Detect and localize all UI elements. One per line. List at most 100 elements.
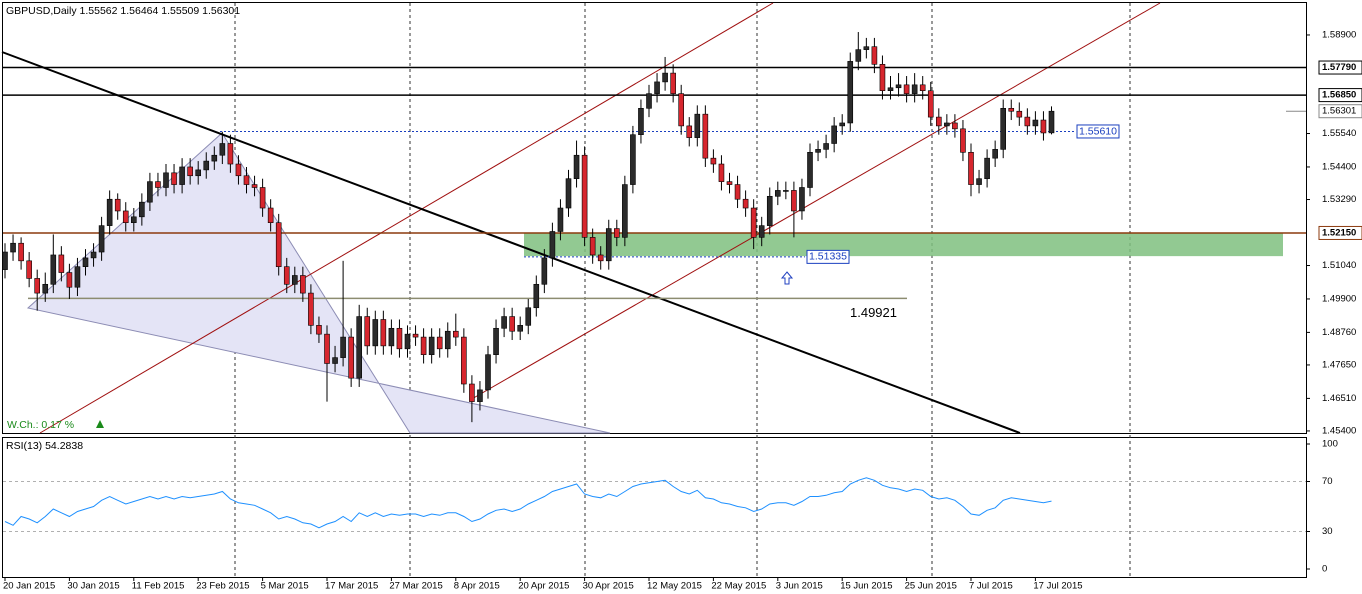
candle-body [622,184,628,238]
candle-body [452,330,459,338]
candle-body [1048,110,1055,134]
candle-body [927,90,934,118]
x-tick-label: 5 Mar 2015 [261,581,309,592]
y-tick-label: 1.47650 [1322,359,1356,370]
rsi-line [4,477,1052,529]
candle-body [831,125,837,144]
candle-body [1024,116,1031,127]
price-line-box [1076,124,1120,139]
candle-body [58,254,65,273]
candle-body [935,116,942,127]
level-label: 1.56850 [1322,90,1356,101]
candle-body [589,237,596,256]
candle-body [163,172,169,188]
candle-body [428,336,435,355]
candle-body [847,61,854,124]
candle-body [525,307,532,326]
candle-body [646,93,652,109]
y-tick-label: 1.54400 [1322,161,1356,172]
supply-demand-zone [524,232,1283,257]
x-tick-label: 27 Mar 2015 [389,581,442,592]
candle-body [549,231,556,259]
candle-body [485,354,491,391]
rsi-tick-label: 70 [1322,476,1333,487]
candle-body [300,275,306,294]
candle-body [348,336,354,379]
candle-body [597,254,604,262]
x-tick-label: 22 May 2015 [711,581,766,592]
candle-body [267,207,274,223]
candle-body [18,242,24,262]
trendline [1,51,1021,434]
candle-body [960,128,966,153]
candle-body [98,225,105,253]
x-tick-label: 23 Feb 2015 [196,581,249,592]
candle-body [259,187,266,209]
x-tick-label: 15 Jun 2015 [840,581,892,592]
candle-body [742,198,749,209]
y-tick-label: 1.45400 [1322,425,1356,436]
candle-body [316,325,322,335]
x-tick-label: 17 Mar 2015 [325,581,378,592]
rsi-tick-label: 0 [1322,564,1327,575]
candle-body [356,316,363,379]
candle-body [243,175,250,185]
candle-body [66,272,73,288]
candle-body [791,190,797,212]
candle-body [469,383,475,402]
candle-body [702,113,709,159]
candle-body [10,242,16,253]
candle-body [436,336,443,350]
current-price-label: 1.56301 [1322,106,1356,117]
candle-body [324,333,330,364]
triangle-pattern [26,132,611,434]
level-label-box [1318,225,1362,240]
candle-body [654,81,660,94]
candle-body [944,122,950,127]
level-label-box [1318,88,1362,103]
candle-body [662,72,668,83]
price-panel [2,2,1307,434]
candle-body [493,327,499,355]
x-tick-label: 3 Jun 2015 [776,581,823,592]
candle-body [171,172,177,185]
candle-body [308,292,314,326]
x-tick-label: 30 Jan 2015 [67,581,119,592]
candle-body [984,157,990,179]
candle-body [911,84,918,94]
candle-body [783,190,789,192]
candle-body [82,257,89,267]
x-tick-label: 11 Feb 2015 [132,581,185,592]
candle-body [766,195,773,226]
candle-body [992,149,998,159]
y-tick-label: 1.46510 [1322,393,1356,404]
candle-body [1000,108,1007,150]
y-tick-label: 1.51040 [1322,260,1356,271]
candle-body [509,316,515,332]
candle-body [275,222,282,267]
candle-body [1008,108,1015,112]
candle-body [710,157,717,165]
candle-body [638,108,644,135]
rsi-panel [2,437,1307,578]
candle-body [887,87,894,92]
candle-body [694,113,701,138]
rsi-tick-label: 100 [1322,439,1338,450]
rsi-tick-label: 30 [1322,526,1333,537]
x-tick-label: 20 Apr 2015 [518,581,569,592]
candle-body [581,154,588,238]
current-price-box [1318,104,1362,119]
candle-body [26,260,32,279]
candle-body [613,228,620,238]
y-tick-label: 1.48760 [1322,327,1356,338]
support-label: 1.49921 [850,305,897,320]
candle-body [919,84,926,92]
candle-body [871,46,878,65]
candle-body [155,181,161,188]
candle-body [420,336,427,355]
x-tick-label: 7 Jul 2015 [969,581,1013,592]
zone-layer [524,232,1283,257]
candle-body [251,184,258,188]
